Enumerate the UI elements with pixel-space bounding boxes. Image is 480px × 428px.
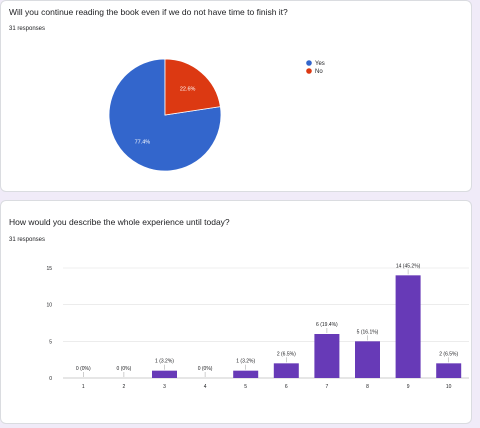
bar[interactable] — [273, 363, 299, 378]
bar[interactable] — [233, 370, 259, 378]
data-label: 5 (16.1%) — [357, 329, 379, 335]
data-label: 1 (3.2%) — [155, 359, 174, 365]
y-tick-label: 0 — [49, 376, 52, 382]
legend-swatch — [306, 68, 312, 74]
question-title: Will you continue reading the book even … — [9, 7, 288, 17]
data-label: 2 (6.5%) — [439, 351, 458, 357]
y-tick-label: 5 — [49, 339, 52, 345]
x-tick-label: 2 — [123, 384, 126, 390]
x-tick-label: 1 — [82, 384, 85, 390]
x-tick-label: 10 — [446, 384, 452, 390]
data-label: 1 (3.2%) — [236, 359, 255, 365]
bar[interactable] — [355, 341, 380, 378]
x-tick-label: 8 — [366, 384, 369, 390]
legend-label[interactable]: Yes — [315, 61, 325, 67]
pie-slice-no — [164, 58, 221, 116]
legend-swatch — [306, 60, 312, 66]
bar-chart: 0 5 10 15 0 (0%) 1 0 (0%) 2 1 (3.2%) 3 0 (0%) 4 1 (3… — [46, 263, 469, 390]
data-label: 2 (6.5%) — [277, 351, 296, 357]
data-label: 6 (19.4%) — [316, 322, 338, 328]
data-label: 0 (0%) — [117, 366, 132, 372]
y-tick-label: 15 — [46, 266, 52, 272]
x-tick-label: 7 — [326, 384, 329, 390]
y-tick-label: 10 — [46, 303, 52, 309]
x-tick-label: 4 — [204, 384, 207, 390]
data-label: 0 (0%) — [76, 366, 91, 372]
question-title: How would you describe the whole experie… — [9, 217, 230, 227]
data-label: 14 (45.2%) — [396, 263, 421, 269]
pie-slice-label: 22.6% — [180, 87, 196, 93]
x-tick-label: 5 — [244, 384, 247, 390]
x-tick-label: 3 — [163, 384, 166, 390]
bar[interactable] — [152, 370, 177, 378]
bar[interactable] — [436, 363, 462, 378]
pie-slice-label: 77.4% — [135, 139, 151, 145]
response-count: 31 responses — [9, 237, 46, 243]
bar[interactable] — [395, 275, 421, 378]
response-count: 31 responses — [9, 26, 46, 32]
x-tick-label: 6 — [285, 384, 288, 390]
question-card-2: How would you describe the whole experie… — [0, 200, 472, 424]
data-label: 0 (0%) — [198, 366, 213, 372]
question-card-1: Will you continue reading the book even … — [0, 0, 472, 192]
pie-chart: 77.4% 22.6% Yes No — [108, 58, 325, 172]
legend-label[interactable]: No — [315, 69, 323, 75]
bar[interactable] — [314, 334, 340, 378]
x-tick-label: 9 — [407, 384, 410, 390]
